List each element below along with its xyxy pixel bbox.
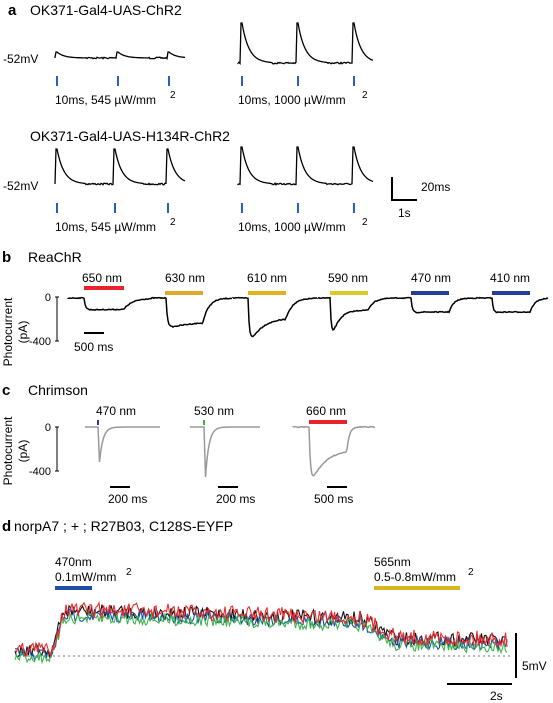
panel-a-row1-voltage: -52mV: [3, 52, 38, 66]
panel-b-current-410: [479, 296, 549, 314]
panel-c-ytick-0: 0: [45, 422, 51, 434]
panel-c-letter: c: [2, 382, 10, 399]
panel-c-title: Chrimson: [28, 382, 88, 398]
panel-c-current-660: [292, 425, 376, 477]
panel-c-ylabel-line2: (pA): [16, 440, 30, 463]
panel-c-label-470: 470 nm: [96, 404, 136, 418]
panel-b-letter: b: [2, 249, 11, 266]
panel-c-stim-bar-470: [97, 420, 99, 425]
panel-a-row1-left-stim-ticks: [56, 76, 170, 86]
panel-b-ytick-0: 0: [45, 292, 51, 304]
panel-d-scale-y-label: 5mV: [522, 659, 547, 673]
panel-b-current-590: [317, 296, 399, 331]
panel-b-title: ReaChR: [28, 249, 82, 265]
panel-d-stim2-sup: 2: [468, 567, 474, 578]
panel-d-stim2-line1: 565nm: [374, 555, 411, 569]
panel-a-row2-right-trace: [237, 146, 374, 186]
panel-b-trace-610: 610 nm: [232, 271, 318, 338]
panel-b-current-630: [151, 296, 233, 329]
panel-c-trace-530: 530 nm 200 ms: [190, 404, 260, 506]
panel-b-stim-bar-590: [330, 291, 368, 295]
panel-b-label-410: 410 nm: [490, 271, 530, 285]
panel-a-row2-left-sup: 2: [170, 217, 176, 228]
panel-b-ylabel-line1: Photocurrent: [1, 297, 15, 366]
panel-c-scale-label-660: 500 ms: [314, 492, 353, 506]
panel-a-scale-bar: [391, 177, 417, 201]
panel-d-stim1-bar: [55, 586, 92, 590]
panel-c-label-660: 660 nm: [306, 404, 346, 418]
panel-b-current-610: [232, 296, 318, 338]
panel-b-current-470: [397, 296, 481, 314]
panel-a-row1-right-trace: [237, 22, 374, 66]
panel-c-current-470: [85, 426, 160, 463]
panel-a-row2-left-stim-label: 10ms, 545 µW/mm: [55, 220, 156, 234]
panel-d-trace-red: [14, 601, 508, 659]
panel-a-row1-left-sup: 2: [170, 90, 176, 101]
panel-c-trace-470: 470 nm 200 ms: [85, 404, 160, 506]
panel-b-trace-590: 590 nm: [317, 271, 399, 331]
panel-c-label-530: 530 nm: [194, 404, 234, 418]
panel-b-current-650: [67, 296, 153, 312]
panel-b-stim-bar-650: [84, 286, 124, 290]
panel-c-ytick-neg400: -400: [29, 466, 51, 478]
panel-d-stim1-line1: 470nm: [55, 555, 92, 569]
panel-b-trace-410: 410 nm: [479, 271, 549, 314]
panel-c-scale-label-470: 200 ms: [108, 492, 147, 506]
panel-a-row2-left-stim-ticks: [56, 203, 169, 213]
panel-b-trace-630: 630 nm: [151, 271, 233, 329]
panel-a-scale-y-label: 20ms: [421, 180, 450, 194]
panel-c-current-530: [190, 426, 260, 478]
panel-a-row2-voltage: -52mV: [3, 179, 38, 193]
panel-b-stim-bar-470: [411, 291, 449, 295]
panel-b-scale-label: 500 ms: [74, 340, 113, 354]
panel-a-letter: a: [8, 2, 17, 19]
panel-d-letter: d: [2, 518, 11, 535]
panel-c-trace-660: 660 nm 500 ms: [292, 404, 376, 506]
panel-a-row1-right-stim-ticks: [241, 76, 355, 86]
panel-d-scale-x-label: 2s: [490, 689, 503, 703]
panel-b-stim-bar-610: [248, 291, 286, 295]
panel-c-scale-label-530: 200 ms: [216, 492, 255, 506]
panel-c-stim-bar-530: [203, 420, 205, 425]
panel-a-row1-title: OK371-Gal4-UAS-ChR2: [30, 2, 182, 18]
panel-a-row1-left-trace: [54, 51, 186, 60]
panel-a-row2-right-stim-ticks: [241, 203, 355, 213]
panel-a-row1-left-stim-label: 10ms, 545 µW/mm: [55, 93, 156, 107]
panel-d-traces: [14, 601, 508, 665]
panel-b-ytick-neg400: -400: [29, 336, 51, 348]
panel-a-row2-right-stim-label: 10ms, 1000 µW/mm: [238, 220, 346, 234]
panel-d-stim1-line2: 0.1mW/mm: [55, 570, 116, 584]
panel-b-trace-470: 470 nm: [397, 271, 481, 314]
panel-b-stim-bar-630: [165, 291, 203, 295]
panel-d-stim2-bar: [374, 586, 460, 590]
panel-b-label-590: 590 nm: [328, 271, 368, 285]
panel-d-stim2-line2: 0.5-0.8mW/mm: [374, 570, 456, 584]
panel-b-label-650: 650 nm: [82, 271, 122, 285]
panel-a-row2-right-sup: 2: [362, 217, 368, 228]
panel-b-ylabel-line2: (pA): [16, 321, 30, 344]
panel-a-row1-right-stim-label: 10ms, 1000 µW/mm: [238, 93, 346, 107]
panel-b-label-610: 610 nm: [247, 271, 287, 285]
panel-a-row2-left-trace: [54, 148, 186, 186]
panel-a-row1-right-sup: 2: [362, 90, 368, 101]
panel-a-scale-x-label: 1s: [398, 206, 411, 220]
panel-b-label-470: 470 nm: [411, 271, 451, 285]
panel-d-stim1-sup: 2: [126, 567, 132, 578]
panel-a-row2-title: OK371-Gal4-UAS-H134R-ChR2: [30, 128, 230, 144]
panel-c-stim-bar-660: [309, 420, 347, 424]
panel-d-title: norpA7 ; + ; R27B03, C128S-EYFP: [14, 518, 233, 534]
panel-b-trace-650: 650 nm: [67, 271, 153, 312]
panel-b-stim-bar-410: [492, 291, 530, 295]
panel-b-label-630: 630 nm: [165, 271, 205, 285]
panel-c-ylabel-line1: Photocurrent: [1, 416, 15, 485]
